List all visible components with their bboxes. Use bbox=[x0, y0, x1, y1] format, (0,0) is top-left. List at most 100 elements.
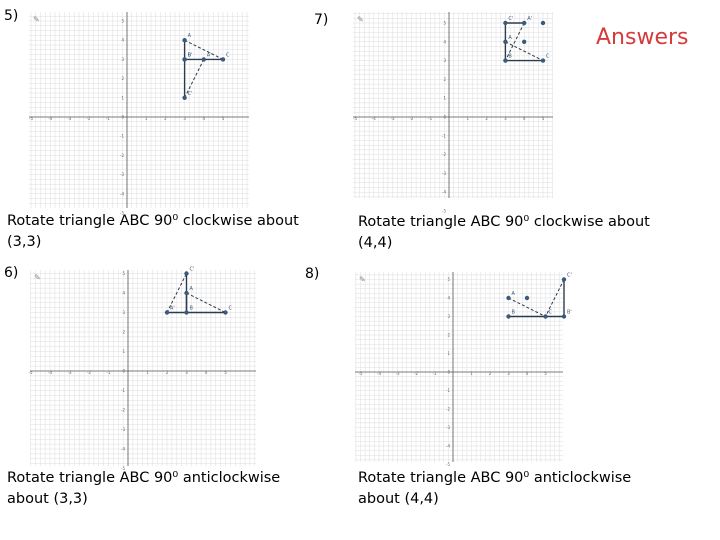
point bbox=[506, 295, 511, 301]
point-label: A' bbox=[170, 306, 175, 312]
x-tick-label: -3 bbox=[396, 371, 400, 376]
point-label: C bbox=[226, 52, 230, 58]
x-tick-label: -2 bbox=[87, 116, 91, 121]
point-label: B bbox=[512, 310, 516, 316]
y-tick-label: -3 bbox=[446, 425, 450, 430]
y-tick-label: 0 bbox=[122, 369, 125, 374]
y-tick-label: 3 bbox=[121, 57, 124, 62]
point bbox=[182, 57, 187, 62]
point-label: C' bbox=[508, 16, 513, 22]
point bbox=[561, 277, 567, 282]
point bbox=[506, 314, 511, 319]
x-tick-label: 1 bbox=[467, 116, 470, 121]
y-tick-label: 3 bbox=[443, 58, 446, 63]
caption-line-1: Rotate triangle ABC 90⁰ anticlockwise bbox=[358, 470, 632, 486]
point bbox=[540, 58, 546, 63]
x-tick-label: -5 bbox=[353, 116, 357, 121]
x-tick-label: 5 bbox=[224, 370, 227, 375]
x-tick-label: -2 bbox=[409, 116, 413, 121]
pencil-icon: ✎ bbox=[359, 275, 366, 284]
y-tick-label: -4 bbox=[120, 191, 124, 196]
point bbox=[503, 58, 508, 63]
point bbox=[182, 95, 187, 101]
point bbox=[543, 314, 548, 319]
x-tick-label: -3 bbox=[391, 116, 395, 121]
y-tick-label: -1 bbox=[121, 388, 125, 393]
y-tick-label: -3 bbox=[121, 427, 125, 432]
y-tick-label: 3 bbox=[122, 310, 125, 315]
x-tick-label: 1 bbox=[145, 116, 148, 121]
point bbox=[184, 310, 189, 315]
y-tick-label: 1 bbox=[447, 351, 450, 356]
x-tick-label: -3 bbox=[68, 370, 72, 375]
point-label: B bbox=[508, 54, 512, 60]
point-label: A bbox=[190, 286, 194, 292]
x-tick-label: -1 bbox=[106, 116, 110, 121]
point-label: A bbox=[188, 33, 192, 39]
caption-problem-6: Rotate triangle ABC 90⁰ anticlockwise ab… bbox=[7, 468, 280, 510]
point-label: B bbox=[190, 306, 194, 312]
caption-line-2: about (3,3) bbox=[7, 491, 88, 507]
y-tick-label: 2 bbox=[121, 76, 124, 81]
y-tick-label: 0 bbox=[121, 115, 124, 120]
x-tick-label: 2 bbox=[166, 370, 169, 375]
y-tick-label: -5 bbox=[120, 211, 124, 216]
dashed-segment bbox=[545, 279, 565, 317]
y-tick-label: -2 bbox=[120, 153, 124, 158]
y-tick-label: 4 bbox=[122, 291, 125, 296]
problem-number-6: 6) bbox=[4, 265, 19, 281]
x-tick-label: -2 bbox=[414, 371, 418, 376]
problem-number-5: 5) bbox=[4, 8, 19, 24]
dashed-segment bbox=[166, 273, 187, 313]
y-tick-label: 2 bbox=[443, 77, 446, 82]
point-label: A' bbox=[207, 52, 212, 58]
x-tick-label: 4 bbox=[203, 116, 206, 121]
point bbox=[503, 39, 508, 44]
x-tick-label: 3 bbox=[183, 116, 186, 121]
point bbox=[220, 57, 226, 62]
x-tick-label: -5 bbox=[29, 370, 33, 375]
x-tick-label: -5 bbox=[29, 116, 33, 121]
point bbox=[503, 20, 508, 26]
y-tick-label: -3 bbox=[442, 171, 446, 176]
y-tick-label: -5 bbox=[446, 462, 450, 467]
y-tick-label: -1 bbox=[446, 388, 450, 393]
y-tick-label: 5 bbox=[121, 19, 124, 24]
pencil-icon: ✎ bbox=[357, 15, 364, 24]
x-tick-label: 4 bbox=[205, 370, 208, 375]
caption-line-2: (3,3) bbox=[7, 234, 42, 250]
x-tick-label: 3 bbox=[185, 370, 188, 375]
caption-line-1: Rotate triangle ABC 90⁰ clockwise about bbox=[358, 214, 650, 230]
caption-line-2: about (4,4) bbox=[358, 491, 439, 507]
point-label: B' bbox=[567, 310, 572, 316]
point bbox=[182, 38, 187, 43]
point-label: C bbox=[549, 310, 553, 316]
y-tick-label: -4 bbox=[442, 190, 446, 195]
y-tick-label: 2 bbox=[122, 330, 125, 335]
caption-problem-5: Rotate triangle ABC 90⁰ clockwise about … bbox=[7, 211, 299, 253]
x-tick-label: -3 bbox=[67, 116, 71, 121]
x-tick-label: 5 bbox=[544, 371, 547, 376]
caption-problem-7: Rotate triangle ABC 90⁰ clockwise about … bbox=[358, 212, 650, 254]
problem-number-7: 7) bbox=[314, 12, 329, 28]
x-tick-label: 5 bbox=[542, 116, 545, 121]
dashed-segment bbox=[505, 41, 544, 62]
dashed-segment bbox=[184, 59, 205, 99]
y-tick-label: 1 bbox=[122, 349, 125, 354]
y-tick-label: 5 bbox=[122, 271, 125, 276]
caption-problem-8: Rotate triangle ABC 90⁰ anticlockwise ab… bbox=[358, 468, 631, 510]
y-tick-label: -3 bbox=[120, 172, 124, 177]
point-label: C bbox=[229, 306, 233, 312]
x-tick-label: 5 bbox=[222, 116, 225, 121]
point-label: A bbox=[508, 35, 512, 41]
point bbox=[184, 290, 189, 296]
point bbox=[540, 20, 546, 26]
dashed-segment bbox=[508, 297, 546, 317]
y-tick-label: 5 bbox=[447, 277, 450, 282]
x-tick-label: 4 bbox=[526, 371, 529, 376]
y-tick-label: -2 bbox=[121, 408, 125, 413]
